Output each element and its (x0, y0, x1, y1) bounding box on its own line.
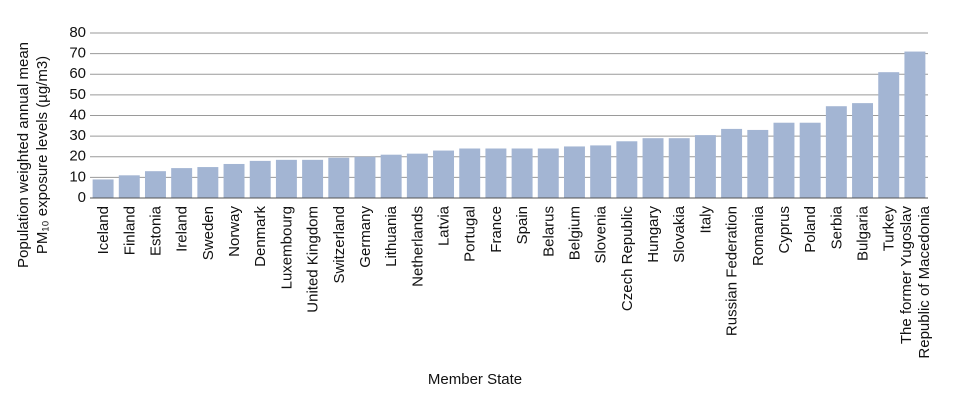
bar (354, 156, 376, 198)
bar (590, 145, 612, 198)
y-tick-label: 40 (69, 106, 86, 123)
x-tick-label: Serbia (828, 205, 845, 249)
bar (721, 128, 743, 198)
x-tick-label: Belgium (566, 206, 583, 260)
bar (642, 138, 664, 198)
y-tick-label: 60 (69, 65, 86, 82)
bar (668, 138, 690, 198)
bar (406, 153, 428, 198)
bar (825, 106, 847, 198)
bar (563, 146, 585, 198)
y-tick-label: 80 (69, 24, 86, 41)
x-tick-label: Sweden (200, 206, 217, 260)
bar (144, 171, 166, 198)
x-tick-label: Latvia (436, 205, 453, 246)
bar (118, 175, 140, 198)
y-axis-label: PM₁₀ exposure levels (µg/m3) (34, 56, 51, 254)
x-tick-label: Bulgaria (855, 205, 872, 261)
bar (328, 157, 350, 198)
bar (799, 122, 821, 198)
bar (773, 122, 795, 198)
x-tick-label: Denmark (252, 206, 269, 267)
bar (852, 103, 874, 198)
x-tick-label: Portugal (462, 206, 479, 262)
x-tick-label: Spain (514, 206, 531, 244)
x-tick-label: Italy (697, 206, 714, 234)
x-tick-label: Ireland (174, 206, 191, 252)
bar (433, 150, 455, 198)
x-tick-label: Lithuania (383, 205, 400, 267)
x-tick-label: Hungary (645, 206, 662, 263)
x-tick-label: Switzerland (331, 206, 348, 284)
x-tick-label: Slovenia (593, 205, 610, 263)
bar (223, 163, 245, 198)
y-tick-label: 10 (69, 168, 86, 185)
y-tick-label: 70 (69, 45, 86, 62)
x-tick-label: Belarus (540, 206, 557, 257)
bar (302, 159, 324, 198)
bar (694, 135, 716, 198)
bar (197, 167, 219, 198)
x-tick-label: Slovakia (671, 205, 688, 262)
x-tick-label: Estonia (147, 205, 164, 256)
x-tick-label: Turkey (881, 206, 898, 252)
bar (92, 179, 114, 198)
bar (878, 72, 900, 198)
y-axis-label: Population weighted annual mean (15, 42, 32, 268)
bar (511, 148, 533, 198)
x-tick-label: The former YugoslavRepublic of Macedonia (898, 205, 933, 358)
bar (380, 154, 402, 198)
x-tick-label: Poland (802, 206, 819, 253)
x-tick-label: France (488, 206, 505, 253)
bar (747, 129, 769, 198)
x-tick-label: Finland (121, 206, 138, 255)
x-tick-label: United Kingdom (305, 206, 322, 313)
y-tick-label: 30 (69, 127, 86, 144)
x-tick-label: Luxembourg (278, 206, 295, 289)
bar (171, 168, 193, 198)
x-tick-label: Romania (750, 205, 767, 266)
bar (485, 148, 507, 198)
y-tick-label: 20 (69, 148, 86, 165)
x-tick-label: Russian Federation (724, 206, 741, 336)
y-tick-label: 0 (78, 189, 86, 206)
y-tick-label: 50 (69, 86, 86, 103)
x-tick-label: Netherlands (409, 206, 426, 287)
bar (616, 141, 638, 198)
bar (904, 51, 926, 198)
bar (249, 160, 271, 198)
x-tick-label: Czech Republic (619, 206, 636, 312)
x-tick-label: Norway (226, 206, 243, 257)
x-axis-label: Member State (428, 371, 522, 388)
x-tick-label: Iceland (95, 206, 112, 254)
x-tick-label: Germany (357, 206, 374, 268)
bar (537, 148, 559, 198)
bar (459, 148, 481, 198)
x-tick-label: Cyprus (776, 206, 793, 254)
bar (275, 159, 297, 198)
